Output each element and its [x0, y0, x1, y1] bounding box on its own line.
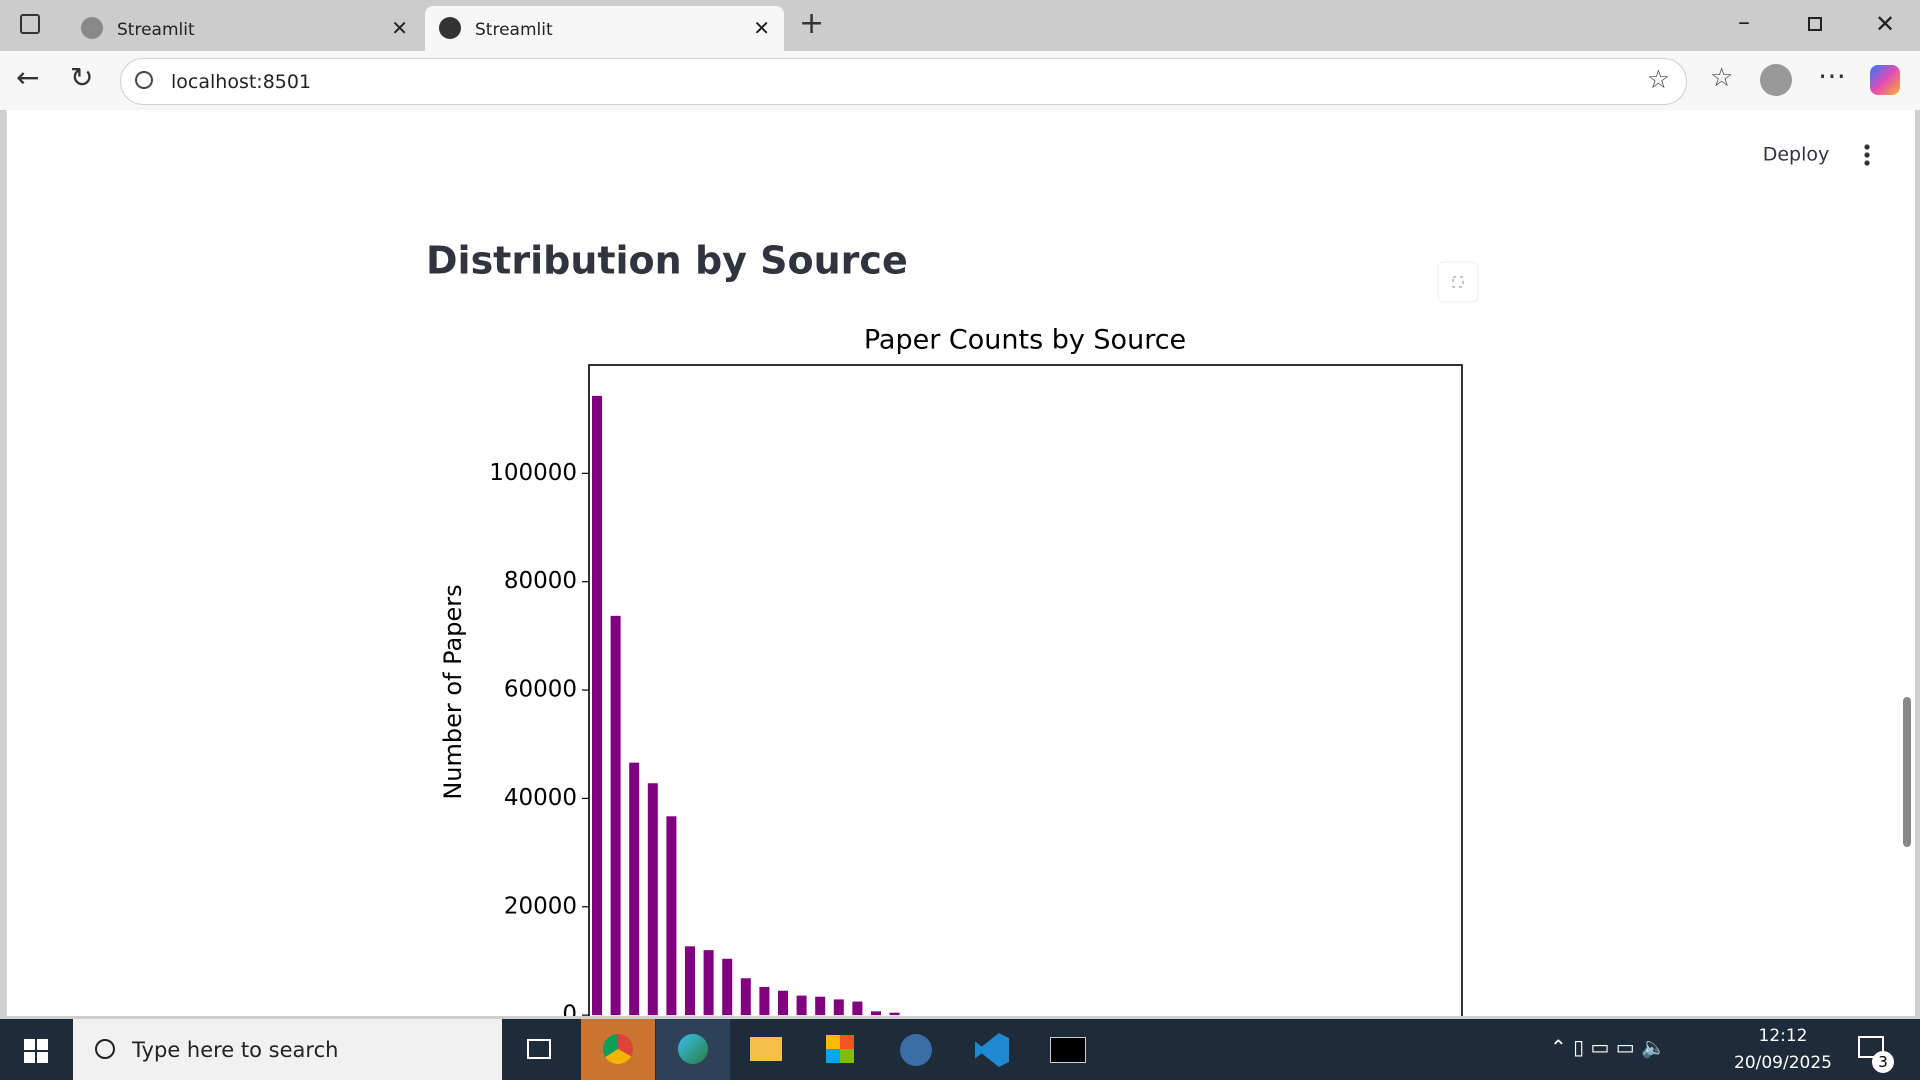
math-app[interactable]: [900, 1034, 932, 1066]
bar: [833, 999, 844, 1016]
y-tick-label: 0: [562, 1002, 577, 1016]
tab-active[interactable]: Streamlit ✕: [425, 6, 784, 51]
bar: [778, 990, 788, 1016]
back[interactable]: ←: [16, 61, 40, 94]
tab-close[interactable]: ✕: [391, 16, 408, 40]
main-menu[interactable]: [1864, 144, 1870, 166]
store[interactable]: [826, 1035, 854, 1063]
bar: [815, 996, 826, 1016]
notification-count: 3: [1872, 1051, 1894, 1073]
tab[interactable]: Streamlit ✕: [67, 6, 422, 51]
chrome[interactable]: [581, 1019, 655, 1080]
menu[interactable]: ⋯: [1818, 59, 1846, 92]
bar: [685, 946, 695, 1016]
y-axis-label: Number of Papers: [439, 584, 467, 799]
search-placeholder: Type here to search: [132, 1038, 339, 1062]
bar: [647, 783, 658, 1016]
favorites[interactable]: ☆: [1710, 63, 1734, 93]
time: 12:12: [1758, 1026, 1808, 1046]
bar: [852, 1001, 863, 1016]
y-tick-label: 80000: [504, 568, 577, 594]
bar: [703, 950, 714, 1016]
tray[interactable]: ⌃ ▯ ▭ ▭ 🔈: [1550, 1035, 1666, 1059]
tab-bar: Streamlit ✕ Streamlit ✕ + – ✕: [0, 0, 1920, 51]
bar: [722, 958, 733, 1016]
url-box[interactable]: localhost:8501 ☆: [120, 58, 1687, 105]
tab-title: Streamlit: [475, 20, 553, 40]
restore[interactable]: [1808, 17, 1822, 31]
bar: [666, 816, 677, 1016]
deploy-button[interactable]: Deploy: [1763, 144, 1830, 166]
fullscreen-button[interactable]: [1437, 261, 1479, 303]
scrollbar[interactable]: [1903, 697, 1911, 847]
profile[interactable]: [1760, 64, 1792, 96]
file-explorer[interactable]: [750, 1037, 782, 1061]
page-canvas: Deploy Distribution by Source Paper Coun…: [426, 144, 1870, 1016]
minimize[interactable]: –: [1738, 8, 1750, 36]
y-tick-label: 20000: [504, 893, 577, 919]
start[interactable]: [24, 1039, 48, 1063]
edge[interactable]: [656, 1019, 730, 1080]
bar: [759, 986, 770, 1016]
page: Deploy Distribution by Source Paper Coun…: [6, 110, 1915, 1016]
date: 20/09/2025: [1734, 1053, 1832, 1073]
tab-icon: [439, 17, 461, 39]
close[interactable]: ✕: [1875, 10, 1896, 38]
tab-close[interactable]: ✕: [753, 16, 770, 40]
bar: [610, 615, 621, 1016]
notifications[interactable]: [1858, 1036, 1884, 1058]
search-box[interactable]: Type here to search: [73, 1019, 502, 1080]
page-heading: Distribution by Source: [426, 239, 908, 283]
address-row: ← ↻ localhost:8501 ☆ ☆ ⋯: [0, 51, 1920, 110]
bar: [629, 762, 640, 1016]
plot-frame: [588, 364, 1463, 1016]
chart-title: Paper Counts by Source: [864, 325, 1186, 356]
tab-title: Streamlit: [117, 20, 195, 40]
bar: [889, 1012, 900, 1016]
tab-actions[interactable]: [20, 14, 40, 34]
reload[interactable]: ↻: [70, 61, 94, 94]
bar: [740, 978, 751, 1016]
favorite[interactable]: ☆: [1646, 65, 1670, 95]
vscode[interactable]: [975, 1033, 1009, 1067]
tab-icon: [81, 17, 103, 39]
new-tab[interactable]: +: [799, 6, 825, 41]
y-tick-label: 40000: [504, 785, 577, 811]
taskbar: Type here to search ⌃ ▯ ▭ ▭ 🔈 12:12 20/0…: [0, 1019, 1920, 1080]
url: localhost:8501: [171, 71, 312, 93]
y-tick-label: 100000: [489, 460, 577, 486]
fullscreen-icon: [1452, 276, 1464, 288]
bar: [871, 1011, 881, 1016]
copilot[interactable]: [1870, 65, 1900, 95]
bar: [796, 995, 807, 1016]
bar: [592, 395, 602, 1016]
y-tick-label: 60000: [504, 677, 577, 703]
search-icon: [95, 1039, 115, 1059]
terminal[interactable]: [1050, 1037, 1086, 1063]
info-icon: [135, 71, 153, 89]
task-view[interactable]: [527, 1039, 551, 1059]
